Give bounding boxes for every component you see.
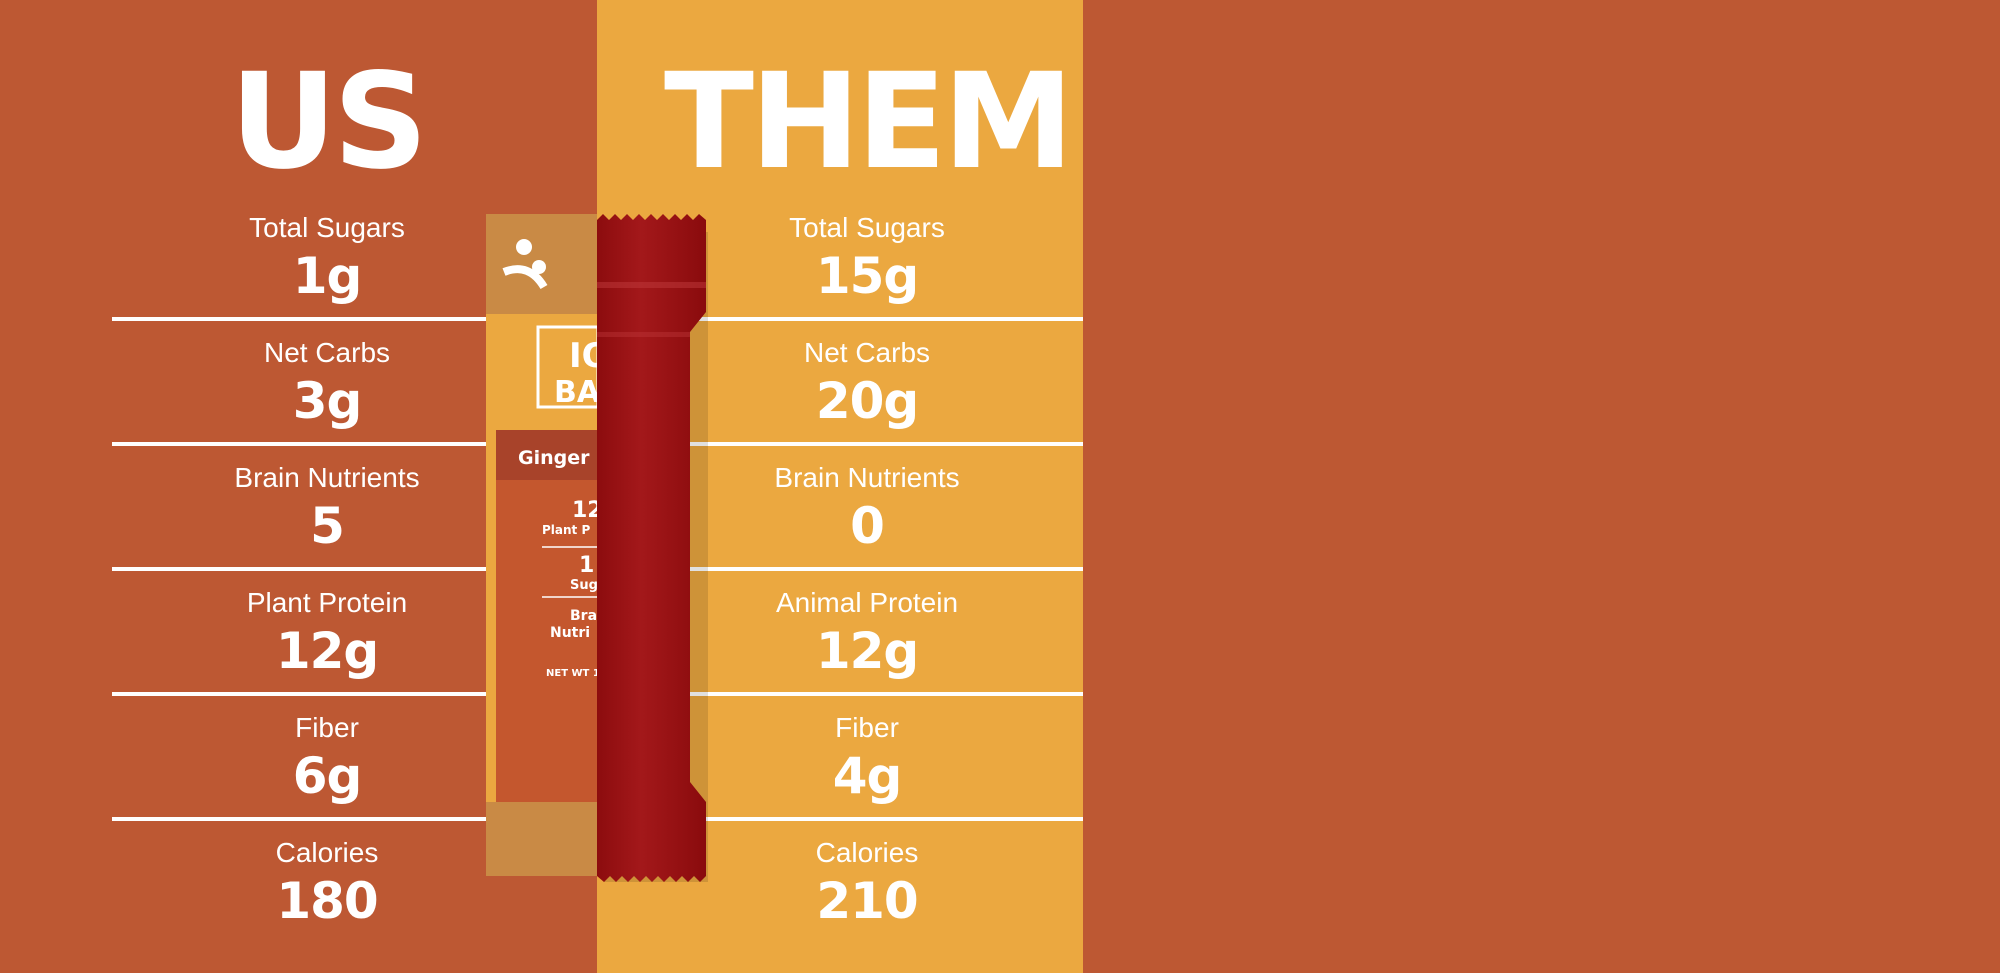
row-value: 12g bbox=[275, 622, 379, 680]
divider bbox=[112, 692, 502, 696]
row-value: 20g bbox=[815, 372, 919, 430]
divider bbox=[690, 317, 1083, 321]
row-value: 5 bbox=[310, 497, 345, 555]
row-label: Net Carbs bbox=[263, 337, 391, 368]
row-value: 3g bbox=[292, 372, 363, 430]
row-value: 15g bbox=[815, 247, 919, 305]
cookie-image bbox=[486, 802, 597, 876]
svg-text:1: 1 bbox=[579, 553, 594, 578]
row-value: 4g bbox=[832, 747, 903, 805]
row-label: Total Sugars bbox=[789, 212, 945, 243]
them-row-total-sugars: Total Sugars 15g bbox=[667, 206, 1067, 331]
them-row-calories: Calories 210 bbox=[667, 831, 1067, 956]
divider bbox=[112, 442, 502, 446]
row-value: 12g bbox=[815, 622, 919, 680]
iq-bar-wrapper: IQ BA Ginger 12 Plant P 1 Sug Bra Nutri … bbox=[486, 214, 611, 876]
flavor-text: Ginger bbox=[518, 447, 590, 469]
row-value: 210 bbox=[816, 872, 918, 930]
us-row-total-sugars: Total Sugars 1g bbox=[127, 206, 527, 331]
row-label: Animal Protein bbox=[775, 587, 959, 618]
row-label: Total Sugars bbox=[249, 212, 405, 243]
svg-text:Bra: Bra bbox=[570, 608, 597, 624]
them-row-fiber: Fiber 4g bbox=[667, 706, 1067, 831]
divider bbox=[112, 817, 502, 821]
row-label: Calories bbox=[275, 837, 379, 868]
svg-text:BA: BA bbox=[554, 375, 601, 410]
competitor-bar-wrapper bbox=[597, 214, 706, 882]
them-row-protein: Animal Protein 12g bbox=[667, 581, 1067, 706]
us-row-brain-nutrients: Brain Nutrients 5 bbox=[127, 456, 527, 581]
them-rows: Total Sugars 15g Net Carbs 20g Brain Nutri… bbox=[667, 206, 1067, 956]
row-value: 6g bbox=[292, 747, 363, 805]
row-label: Fiber bbox=[835, 712, 899, 743]
row-label: Net Carbs bbox=[803, 337, 931, 368]
them-row-brain-nutrients: Brain Nutrients 0 bbox=[667, 456, 1067, 581]
product-bar-image: IQ BA Ginger 12 Plant P 1 Sug Bra Nutri … bbox=[486, 214, 708, 882]
svg-text:NET WT 1.6: NET WT 1.6 bbox=[546, 668, 611, 679]
svg-text:Nutri: Nutri bbox=[550, 625, 590, 641]
us-row-protein: Plant Protein 12g bbox=[127, 581, 527, 706]
divider bbox=[690, 817, 1083, 821]
row-value: 0 bbox=[850, 497, 885, 555]
them-heading: THEM bbox=[663, 45, 1074, 199]
us-rows: Total Sugars 1g Net Carbs 3g Brain Nutrien… bbox=[127, 206, 527, 956]
us-heading: US bbox=[229, 45, 428, 199]
row-value: 1g bbox=[292, 247, 363, 305]
divider bbox=[690, 567, 1083, 571]
row-label: Plant Protein bbox=[246, 587, 408, 618]
divider bbox=[112, 317, 502, 321]
row-label: Calories bbox=[815, 837, 919, 868]
them-row-net-carbs: Net Carbs 20g bbox=[667, 331, 1067, 456]
us-row-net-carbs: Net Carbs 3g bbox=[127, 331, 527, 456]
row-label: Fiber bbox=[295, 712, 359, 743]
divider bbox=[690, 692, 1083, 696]
row-value: 180 bbox=[276, 872, 378, 930]
row-label: Brain Nutrients bbox=[234, 462, 420, 493]
svg-text:Plant P: Plant P bbox=[542, 523, 590, 537]
us-row-fiber: Fiber 6g bbox=[127, 706, 527, 831]
us-row-calories: Calories 180 bbox=[127, 831, 527, 956]
divider bbox=[690, 442, 1083, 446]
row-label: Brain Nutrients bbox=[774, 462, 960, 493]
divider bbox=[112, 567, 502, 571]
svg-text:Sug: Sug bbox=[570, 578, 598, 593]
